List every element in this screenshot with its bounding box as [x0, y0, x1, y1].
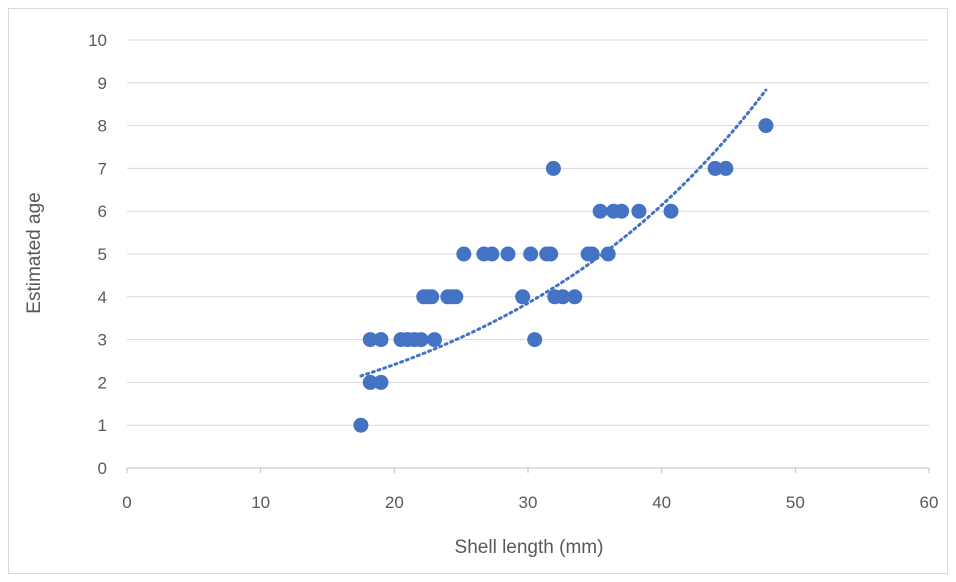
y-axis-title: Estimated age — [24, 192, 45, 313]
data-point — [758, 118, 774, 134]
data-point — [567, 289, 583, 305]
y-tick-label: 5 — [98, 245, 107, 264]
x-tick-label: 20 — [385, 493, 404, 512]
data-points — [353, 118, 774, 433]
data-point — [631, 203, 647, 219]
data-point — [362, 332, 378, 348]
data-point — [353, 417, 369, 433]
x-tick-label: 40 — [652, 493, 671, 512]
data-point — [424, 289, 440, 305]
tick-labels: 0 1 2 3 4 5 6 7 8 9 10 0 10 20 30 40 50 60 — [88, 31, 938, 512]
x-axis-title: Shell length (mm) — [455, 537, 604, 558]
axes — [126, 467, 930, 473]
data-point — [373, 374, 389, 390]
data-point — [362, 374, 378, 390]
trendline — [359, 88, 768, 378]
data-point — [413, 332, 429, 348]
data-point — [484, 246, 500, 262]
data-point — [663, 203, 679, 219]
y-tick-label: 1 — [98, 416, 107, 435]
x-tick-label: 60 — [920, 493, 939, 512]
chart-frame — [8, 8, 948, 574]
data-point — [592, 203, 608, 219]
data-point — [600, 246, 616, 262]
data-point — [456, 246, 472, 262]
data-point — [426, 332, 442, 348]
data-point — [545, 160, 561, 176]
data-point — [515, 289, 531, 305]
data-point — [527, 332, 543, 348]
data-point — [500, 246, 516, 262]
data-point — [614, 203, 630, 219]
data-point — [707, 160, 723, 176]
x-tick-label: 50 — [786, 493, 805, 512]
data-point — [373, 332, 389, 348]
y-tick-label: 3 — [98, 331, 107, 350]
y-tick-label: 10 — [88, 31, 107, 50]
y-tick-label: 9 — [98, 74, 107, 93]
data-point — [718, 160, 734, 176]
x-tick-label: 10 — [251, 493, 270, 512]
data-point — [555, 289, 571, 305]
y-tick-label: 0 — [98, 459, 107, 478]
y-tick-label: 8 — [98, 117, 107, 136]
data-point — [584, 246, 600, 262]
data-point — [543, 246, 559, 262]
x-tick-label: 0 — [122, 493, 131, 512]
trendline-layer — [359, 88, 768, 378]
x-tick-label: 30 — [519, 493, 538, 512]
y-tick-label: 7 — [98, 159, 107, 178]
y-tick-label: 6 — [98, 202, 107, 221]
y-tick-label: 2 — [98, 373, 107, 392]
data-point — [448, 289, 464, 305]
gridlines — [127, 39, 929, 426]
y-tick-label: 4 — [98, 288, 107, 307]
data-point — [523, 246, 539, 262]
